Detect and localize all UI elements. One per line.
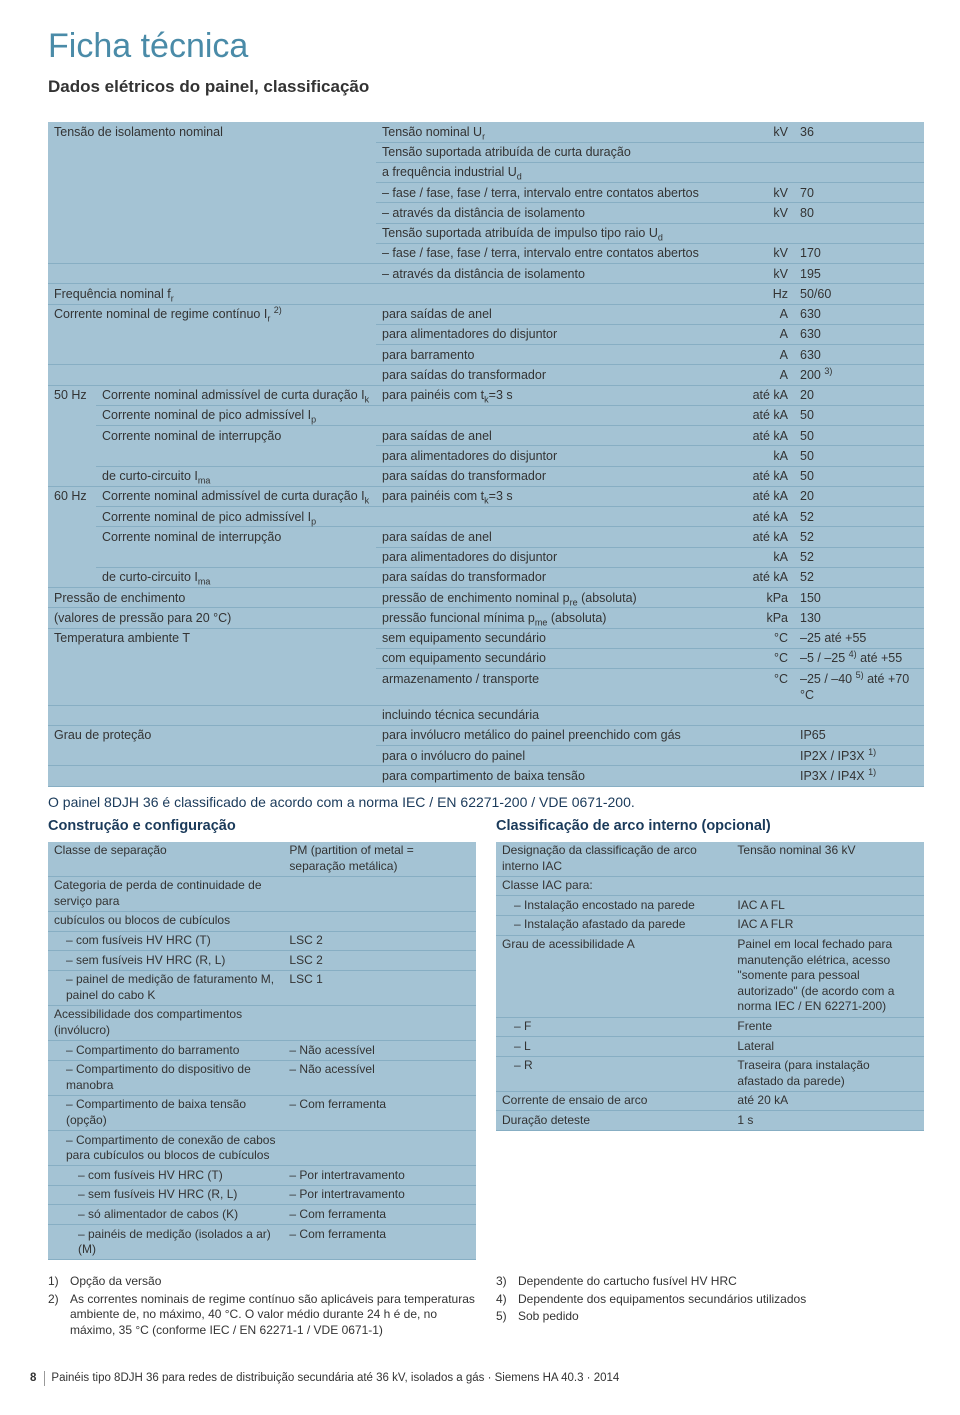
- left-table: Classe de separaçãoPM (partition of meta…: [48, 842, 476, 1261]
- right-table: Designação da classificação de arco inte…: [496, 842, 924, 1132]
- footnotes-left: 1)Opção da versão2)As correntes nominais…: [48, 1274, 476, 1340]
- page: Ficha técnica Dados elétricos do painel,…: [0, 0, 960, 1357]
- norm-text: O painel 8DJH 36 é classificado de acord…: [48, 793, 924, 811]
- page-number: 8: [30, 1371, 45, 1386]
- left-column: Construção e configuração Classe de sepa…: [48, 815, 476, 1261]
- page-title: Ficha técnica: [48, 24, 924, 68]
- footer-text: Painéis tipo 8DJH 36 para redes de distr…: [51, 1371, 619, 1386]
- right-header: Classificação de arco interno (opcional): [496, 817, 924, 836]
- footnotes: 1)Opção da versão2)As correntes nominais…: [48, 1274, 924, 1340]
- left-header: Construção e configuração: [48, 817, 476, 836]
- main-table: Tensão de isolamento nominalTensão nomin…: [48, 122, 924, 786]
- two-columns: Construção e configuração Classe de sepa…: [48, 815, 924, 1261]
- page-subtitle: Dados elétricos do painel, classificação: [48, 76, 924, 98]
- footnotes-right: 3)Dependente do cartucho fusível HV HRC4…: [496, 1274, 924, 1340]
- page-footer: 8 Painéis tipo 8DJH 36 para redes de dis…: [0, 1367, 960, 1386]
- right-column: Classificação de arco interno (opcional)…: [496, 815, 924, 1261]
